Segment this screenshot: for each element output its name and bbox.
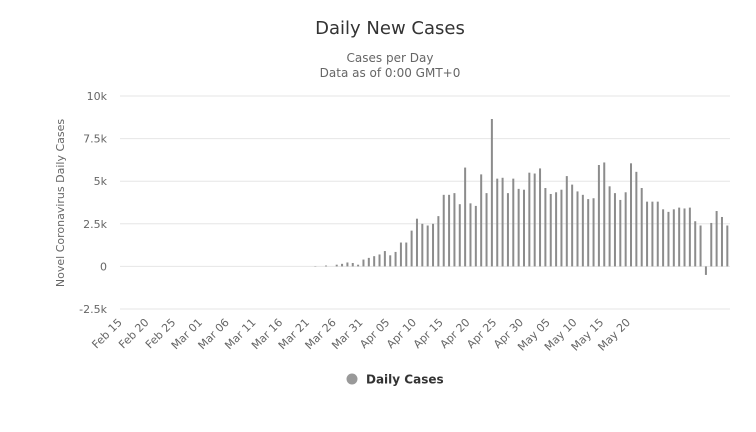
bar[interactable] — [582, 195, 584, 267]
bar[interactable] — [646, 202, 648, 267]
bar[interactable] — [362, 260, 364, 267]
bar[interactable] — [480, 174, 482, 266]
bar[interactable] — [400, 243, 402, 267]
bar[interactable] — [684, 208, 686, 266]
legend-marker-icon — [347, 374, 358, 385]
grid-lines — [120, 96, 730, 309]
bar[interactable] — [427, 226, 429, 267]
bar[interactable] — [598, 165, 600, 266]
bar[interactable] — [459, 204, 461, 266]
y-tick-label: 7.5k — [83, 133, 107, 146]
bar[interactable] — [555, 192, 557, 266]
legend[interactable]: Daily Cases — [347, 373, 444, 387]
y-tick-label: 10k — [87, 90, 108, 103]
bar[interactable] — [437, 216, 439, 266]
bar[interactable] — [373, 256, 375, 266]
bar[interactable] — [464, 168, 466, 267]
bar[interactable] — [416, 219, 418, 267]
bar[interactable] — [475, 206, 477, 266]
bar[interactable] — [507, 193, 509, 266]
bar[interactable] — [357, 265, 359, 267]
bar[interactable] — [368, 258, 370, 267]
bar[interactable] — [448, 195, 450, 267]
bar[interactable] — [726, 226, 728, 267]
bar[interactable] — [411, 231, 413, 267]
bar[interactable] — [625, 192, 627, 266]
bar[interactable] — [609, 186, 611, 266]
bar[interactable] — [635, 172, 637, 267]
bar[interactable] — [630, 163, 632, 266]
bar[interactable] — [325, 266, 327, 267]
bar[interactable] — [694, 221, 696, 266]
bar[interactable] — [544, 188, 546, 266]
bar[interactable] — [560, 190, 562, 267]
bar[interactable] — [486, 193, 488, 266]
chart-title: Daily New Cases — [315, 18, 465, 39]
bar[interactable] — [341, 264, 343, 267]
bar[interactable] — [662, 209, 664, 266]
bar[interactable] — [352, 263, 354, 266]
bar[interactable] — [523, 190, 525, 267]
bar[interactable] — [550, 194, 552, 266]
bar[interactable] — [593, 198, 595, 266]
bar[interactable] — [491, 119, 493, 266]
bar[interactable] — [577, 191, 579, 266]
bar[interactable] — [395, 252, 397, 266]
chart-subtitle-line2: Data as of 0:00 GMT+0 — [320, 66, 461, 80]
bar[interactable] — [539, 168, 541, 266]
bar[interactable] — [657, 202, 659, 267]
bar[interactable] — [667, 212, 669, 267]
bar[interactable] — [603, 162, 605, 266]
chart-subtitle-line1: Cases per Day — [347, 51, 434, 65]
y-axis-tick-labels: -2.5k 0 2.5k 5k 7.5k 10k — [79, 90, 107, 316]
bar[interactable] — [432, 224, 434, 267]
y-axis-title: Novel Coronavirus Daily Cases — [54, 119, 67, 287]
bar[interactable] — [673, 209, 675, 266]
y-tick-label: 2.5k — [83, 218, 107, 231]
bar[interactable] — [379, 254, 381, 266]
bar[interactable] — [534, 174, 536, 267]
bar[interactable] — [469, 203, 471, 266]
bar[interactable] — [453, 193, 455, 266]
bar[interactable] — [496, 179, 498, 267]
bar[interactable] — [566, 176, 568, 266]
bar[interactable] — [528, 173, 530, 267]
bar[interactable] — [619, 200, 621, 266]
bar[interactable] — [710, 223, 712, 266]
legend-label[interactable]: Daily Cases — [366, 373, 444, 387]
y-tick-label: 5k — [94, 175, 108, 188]
bar[interactable] — [641, 188, 643, 266]
bar-series — [314, 119, 728, 275]
bar[interactable] — [518, 189, 520, 267]
bar[interactable] — [502, 178, 504, 267]
bar[interactable] — [512, 179, 514, 267]
bar[interactable] — [346, 262, 348, 266]
bar[interactable] — [336, 265, 338, 267]
bar[interactable] — [421, 224, 423, 267]
bar[interactable] — [571, 185, 573, 267]
bar[interactable] — [705, 266, 707, 275]
bar[interactable] — [678, 208, 680, 267]
bar[interactable] — [721, 217, 723, 266]
bar[interactable] — [689, 208, 691, 267]
bar[interactable] — [443, 195, 445, 267]
y-tick-label: -2.5k — [79, 303, 107, 316]
bar[interactable] — [716, 211, 718, 266]
bar[interactable] — [651, 202, 653, 267]
bar[interactable] — [700, 226, 702, 267]
bar[interactable] — [384, 251, 386, 266]
bar[interactable] — [587, 199, 589, 266]
bar[interactable] — [614, 193, 616, 266]
y-tick-label: 0 — [100, 260, 107, 273]
bar[interactable] — [405, 243, 407, 267]
bar[interactable] — [389, 255, 391, 266]
